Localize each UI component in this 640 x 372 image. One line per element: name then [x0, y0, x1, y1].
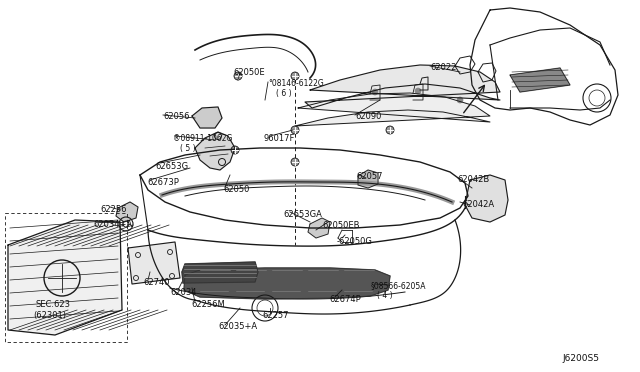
Text: ( 4 ): ( 4 ) [377, 291, 392, 300]
Text: SEC.623: SEC.623 [35, 300, 70, 309]
Text: 62674P: 62674P [329, 295, 361, 304]
Text: ( 5 ): ( 5 ) [180, 144, 196, 153]
Polygon shape [195, 132, 235, 170]
Polygon shape [182, 262, 258, 283]
Text: 62057: 62057 [356, 172, 383, 181]
Polygon shape [465, 175, 508, 222]
Text: ®08911-1062G: ®08911-1062G [173, 134, 232, 143]
Polygon shape [184, 268, 390, 299]
Text: J6200S5: J6200S5 [562, 354, 599, 363]
Text: 62056: 62056 [163, 112, 189, 121]
Text: 62740: 62740 [143, 278, 170, 287]
Text: 62034: 62034 [170, 288, 196, 297]
Polygon shape [305, 65, 500, 108]
Text: 62050: 62050 [223, 185, 250, 194]
Circle shape [234, 72, 242, 80]
Text: 62034+A: 62034+A [93, 220, 132, 229]
Circle shape [415, 88, 421, 94]
Text: (62301): (62301) [33, 311, 66, 320]
Circle shape [231, 146, 239, 154]
Text: 62673P: 62673P [147, 178, 179, 187]
Circle shape [372, 89, 378, 95]
Text: 62042B: 62042B [457, 175, 489, 184]
Text: 62042A: 62042A [462, 200, 494, 209]
Polygon shape [308, 218, 330, 238]
Polygon shape [192, 107, 222, 128]
Text: 62050EB: 62050EB [322, 221, 360, 230]
Text: -62050G: -62050G [337, 237, 373, 246]
Circle shape [291, 72, 299, 80]
Polygon shape [8, 220, 122, 335]
Text: ( 6 ): ( 6 ) [276, 89, 292, 98]
Text: 96017F: 96017F [264, 134, 296, 143]
Text: 62035+A: 62035+A [218, 322, 257, 331]
Text: 62022: 62022 [430, 63, 456, 72]
Text: 62257: 62257 [262, 311, 289, 320]
Text: 62050E: 62050E [233, 68, 264, 77]
Polygon shape [116, 202, 138, 222]
Text: °08146-6122G: °08146-6122G [268, 79, 324, 88]
Text: 62256: 62256 [100, 205, 127, 214]
Text: 62090: 62090 [355, 112, 381, 121]
Polygon shape [295, 93, 490, 126]
Polygon shape [358, 170, 378, 188]
Text: 62653GA: 62653GA [283, 210, 322, 219]
Text: 62653G: 62653G [155, 162, 188, 171]
Text: 62256M: 62256M [191, 300, 225, 309]
Circle shape [386, 126, 394, 134]
Polygon shape [510, 68, 570, 92]
Circle shape [457, 97, 463, 103]
Polygon shape [128, 242, 180, 284]
Circle shape [291, 158, 299, 166]
Circle shape [291, 126, 299, 134]
Text: §08566-6205A: §08566-6205A [371, 281, 426, 290]
